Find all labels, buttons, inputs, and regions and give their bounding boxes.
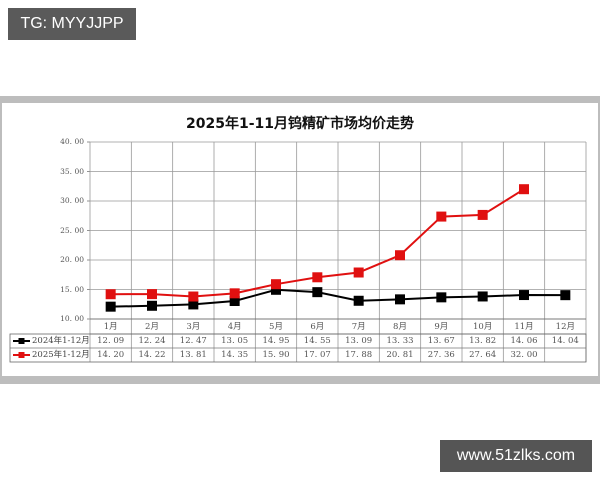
y-tick-label: 15. 00 xyxy=(60,284,84,294)
table-value-cell: 14. 35 xyxy=(221,350,249,360)
chart-panel xyxy=(2,103,598,376)
table-value-cell: 13. 81 xyxy=(179,350,207,360)
table-value-cell: 14. 04 xyxy=(551,336,579,346)
y-tick-label: 20. 00 xyxy=(60,255,84,264)
table-value-cell: 12. 47 xyxy=(179,336,207,346)
table-value-cell: 14. 55 xyxy=(303,336,331,346)
table-value-cell: 13. 09 xyxy=(345,336,373,346)
tg-tag-overlay: TG: MYYJJPP xyxy=(8,8,136,40)
table-value-cell: 15. 90 xyxy=(262,350,290,360)
y-tick-label: 25. 00 xyxy=(60,225,84,235)
x-category-label: 1月 xyxy=(103,322,118,332)
table-value-cell: 27. 64 xyxy=(469,350,497,360)
legend-entry: 2025年1-12月 xyxy=(32,350,90,360)
chart-title: 2025年1-11月钨精矿市场均价走势 xyxy=(186,116,414,132)
watermark-overlay: www.51zlks.com xyxy=(440,440,592,472)
table-value-cell: 27. 36 xyxy=(427,350,455,360)
table-value-cell: 32. 00 xyxy=(510,350,538,360)
x-category-label: 12月 xyxy=(555,322,575,332)
x-category-label: 8月 xyxy=(393,322,407,332)
y-tick-label: 10. 00 xyxy=(60,314,84,323)
table-value-cell: 17. 07 xyxy=(303,350,331,360)
table-value-cell: 14. 20 xyxy=(97,350,125,360)
table-value-cell: 14. 06 xyxy=(510,336,538,346)
table-value-cell: 13. 82 xyxy=(469,336,497,346)
table-value-cell: 14. 95 xyxy=(262,336,290,346)
table-value-cell: 12. 24 xyxy=(138,336,166,346)
table-value-cell: 20. 81 xyxy=(386,350,414,360)
x-category-label: 4月 xyxy=(227,322,242,332)
table-value-cell: 14. 22 xyxy=(138,350,166,360)
table-value-cell: 13. 67 xyxy=(427,336,455,346)
y-tick-label: 35. 00 xyxy=(60,166,84,176)
x-category-label: 11月 xyxy=(514,322,534,332)
x-category-label: 5月 xyxy=(269,322,283,332)
table-value-cell: 13. 33 xyxy=(386,336,414,346)
x-category-label: 3月 xyxy=(186,322,201,332)
table-value-cell: 12. 09 xyxy=(97,336,125,346)
x-category-label: 7月 xyxy=(351,322,366,332)
x-category-label: 2月 xyxy=(145,322,159,332)
table-value-cell: 17. 88 xyxy=(345,350,373,360)
table-value-cell xyxy=(545,348,586,362)
y-tick-label: 30. 00 xyxy=(60,196,84,205)
x-category-label: 9月 xyxy=(434,322,449,332)
x-category-label: 10月 xyxy=(473,322,493,332)
legend-entry: 2024年1-12月 xyxy=(32,336,90,346)
y-tick-label: 40. 00 xyxy=(60,137,84,146)
x-category-label: 6月 xyxy=(310,322,325,332)
table-value-cell: 13. 05 xyxy=(221,336,249,346)
